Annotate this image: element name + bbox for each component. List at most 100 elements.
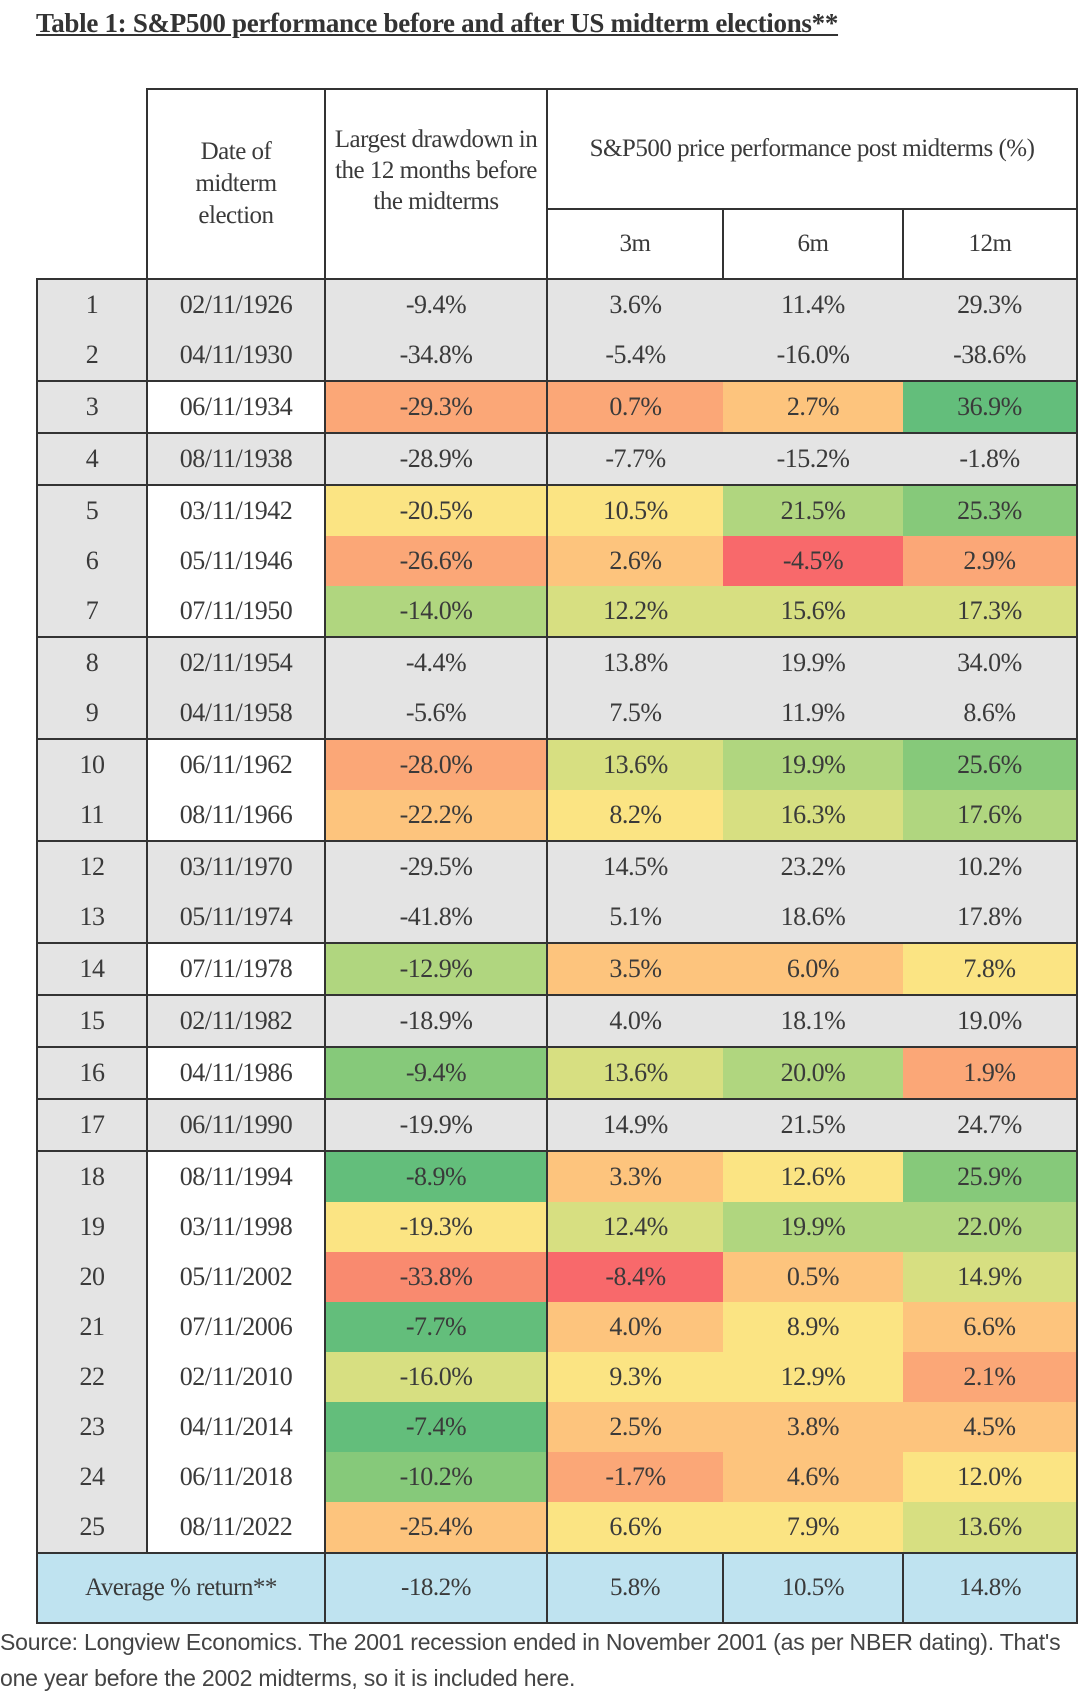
row-index: 10 bbox=[36, 738, 147, 790]
table-row: 5 03/11/1942 -20.5% 10.5% 21.5% 25.3% bbox=[36, 484, 1078, 536]
row-index: 19 bbox=[36, 1202, 147, 1252]
row-m12: 6.6% bbox=[903, 1302, 1078, 1352]
row-m3: 4.0% bbox=[547, 1302, 723, 1352]
row-m6: -16.0% bbox=[723, 330, 903, 381]
row-m12: 17.6% bbox=[903, 790, 1078, 841]
row-m3: 14.9% bbox=[547, 1098, 723, 1151]
row-date: 05/11/2002 bbox=[146, 1252, 326, 1302]
row-drawdown: -4.4% bbox=[325, 636, 548, 688]
row-date: 03/11/1970 bbox=[146, 840, 326, 892]
row-m12: 2.1% bbox=[903, 1352, 1078, 1402]
row-drawdown: -14.0% bbox=[325, 586, 548, 637]
row-m3: 13.6% bbox=[547, 738, 723, 790]
row-date: 02/11/1954 bbox=[146, 636, 326, 688]
table-row: 22 02/11/2010 -16.0% 9.3% 12.9% 2.1% bbox=[36, 1352, 1078, 1402]
row-m12: 25.6% bbox=[903, 738, 1078, 790]
row-index: 5 bbox=[36, 484, 147, 536]
row-m3: 4.0% bbox=[547, 994, 723, 1047]
row-m3: 10.5% bbox=[547, 484, 723, 536]
row-drawdown: -18.9% bbox=[325, 994, 548, 1047]
row-m6: 21.5% bbox=[723, 1098, 903, 1151]
performance-table-container: Date of midterm election Largest drawdow… bbox=[36, 88, 1078, 1624]
row-index: 22 bbox=[36, 1352, 147, 1402]
row-m6: 20.0% bbox=[723, 1046, 903, 1099]
header-date: Date of midterm election bbox=[146, 88, 326, 280]
row-m6: 6.0% bbox=[723, 942, 903, 995]
row-drawdown: -20.5% bbox=[325, 484, 548, 536]
row-m12: 14.9% bbox=[903, 1252, 1078, 1302]
row-index: 8 bbox=[36, 636, 147, 688]
header-6m: 6m bbox=[722, 208, 904, 280]
table-row: 7 07/11/1950 -14.0% 12.2% 15.6% 17.3% bbox=[36, 586, 1078, 637]
row-m6: 16.3% bbox=[723, 790, 903, 841]
row-m3: 12.2% bbox=[547, 586, 723, 637]
row-m6: 23.2% bbox=[723, 840, 903, 892]
table-row: 11 08/11/1966 -22.2% 8.2% 16.3% 17.6% bbox=[36, 790, 1078, 841]
table-row: 23 04/11/2014 -7.4% 2.5% 3.8% 4.5% bbox=[36, 1402, 1078, 1452]
row-m12: 10.2% bbox=[903, 840, 1078, 892]
row-m12: 29.3% bbox=[903, 278, 1078, 330]
row-date: 02/11/2010 bbox=[146, 1352, 326, 1402]
row-m6: 7.9% bbox=[723, 1502, 903, 1554]
table-body: 1 02/11/1926 -9.4% 3.6% 11.4% 29.3% 2 04/11/193… bbox=[36, 278, 1078, 1554]
row-m12: 1.9% bbox=[903, 1046, 1078, 1099]
row-m3: 5.1% bbox=[547, 892, 723, 943]
row-drawdown: -9.4% bbox=[325, 278, 548, 330]
row-m6: 0.5% bbox=[723, 1252, 903, 1302]
row-drawdown: -9.4% bbox=[325, 1046, 548, 1099]
row-index: 18 bbox=[36, 1150, 147, 1202]
row-m6: 2.7% bbox=[723, 380, 903, 433]
row-date: 02/11/1982 bbox=[146, 994, 326, 1047]
row-index: 25 bbox=[36, 1502, 147, 1554]
row-date: 06/11/1934 bbox=[146, 380, 326, 433]
row-drawdown: -28.9% bbox=[325, 432, 548, 485]
row-date: 04/11/2014 bbox=[146, 1402, 326, 1452]
average-3m: 5.8% bbox=[546, 1552, 724, 1624]
source-note: Source: Longview Economics. The 2001 rec… bbox=[0, 1629, 1061, 1691]
table-row: 3 06/11/1934 -29.3% 0.7% 2.7% 36.9% bbox=[36, 380, 1078, 433]
header-drawdown: Largest drawdown in the 12 months before… bbox=[324, 88, 548, 280]
row-m12: 34.0% bbox=[903, 636, 1078, 688]
row-m12: 19.0% bbox=[903, 994, 1078, 1047]
row-m3: 9.3% bbox=[547, 1352, 723, 1402]
row-m3: -5.4% bbox=[547, 330, 723, 381]
row-index: 12 bbox=[36, 840, 147, 892]
row-drawdown: -5.6% bbox=[325, 688, 548, 739]
row-date: 04/11/1958 bbox=[146, 688, 326, 739]
row-index: 15 bbox=[36, 994, 147, 1047]
row-index: 24 bbox=[36, 1452, 147, 1502]
row-m6: 4.6% bbox=[723, 1452, 903, 1502]
table-row: 18 08/11/1994 -8.9% 3.3% 12.6% 25.9% bbox=[36, 1150, 1078, 1202]
row-m12: 25.9% bbox=[903, 1150, 1078, 1202]
row-m3: 7.5% bbox=[547, 688, 723, 739]
table-row: 4 08/11/1938 -28.9% -7.7% -15.2% -1.8% bbox=[36, 432, 1078, 485]
row-date: 08/11/1966 bbox=[146, 790, 326, 841]
row-drawdown: -22.2% bbox=[325, 790, 548, 841]
table-row: 25 08/11/2022 -25.4% 6.6% 7.9% 13.6% bbox=[36, 1502, 1078, 1554]
row-drawdown: -10.2% bbox=[325, 1452, 548, 1502]
row-m12: 12.0% bbox=[903, 1452, 1078, 1502]
row-m12: 17.8% bbox=[903, 892, 1078, 943]
header-blank-index bbox=[37, 89, 147, 209]
row-index: 11 bbox=[36, 790, 147, 841]
row-date: 05/11/1946 bbox=[146, 536, 326, 586]
row-index: 17 bbox=[36, 1098, 147, 1151]
table-row: 6 05/11/1946 -26.6% 2.6% -4.5% 2.9% bbox=[36, 536, 1078, 586]
row-m6: 21.5% bbox=[723, 484, 903, 536]
row-m12: 17.3% bbox=[903, 586, 1078, 637]
row-date: 08/11/1938 bbox=[146, 432, 326, 485]
row-drawdown: -16.0% bbox=[325, 1352, 548, 1402]
row-date: 02/11/1926 bbox=[146, 278, 326, 330]
row-m3: -8.4% bbox=[547, 1252, 723, 1302]
row-date: 05/11/1974 bbox=[146, 892, 326, 943]
row-date: 04/11/1986 bbox=[146, 1046, 326, 1099]
row-m6: 8.9% bbox=[723, 1302, 903, 1352]
row-drawdown: -19.3% bbox=[325, 1202, 548, 1252]
row-m12: 13.6% bbox=[903, 1502, 1078, 1554]
row-m3: 2.5% bbox=[547, 1402, 723, 1452]
header-12m: 12m bbox=[902, 208, 1078, 280]
table-row: 1 02/11/1926 -9.4% 3.6% 11.4% 29.3% bbox=[36, 278, 1078, 330]
row-index: 4 bbox=[36, 432, 147, 485]
row-m3: 8.2% bbox=[547, 790, 723, 841]
row-m3: 12.4% bbox=[547, 1202, 723, 1252]
